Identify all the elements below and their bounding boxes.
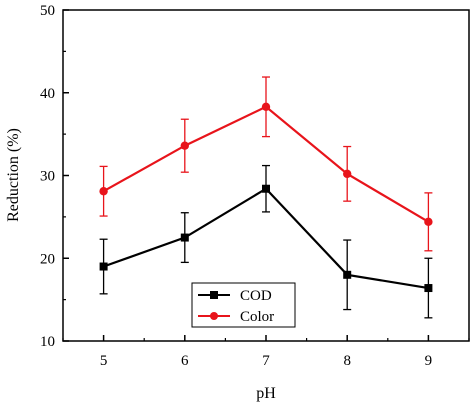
y-tick-label: 50 [40, 3, 55, 19]
x-axis-title: pH [256, 385, 276, 402]
data-point [343, 270, 352, 279]
data-point [343, 169, 352, 179]
data-point [180, 233, 189, 242]
data-point [99, 187, 108, 196]
legend-label-cod: COD [240, 288, 272, 304]
y-tick-label: 10 [40, 334, 55, 350]
legend: COD Color [191, 282, 296, 328]
y-axis-title: Reduction (%) [5, 128, 22, 222]
legend-marker-color [210, 312, 218, 320]
data-point [99, 262, 108, 271]
x-tick-label: 6 [181, 353, 189, 369]
x-tick-label: 5 [100, 353, 108, 369]
axis-ticks [62, 9, 470, 342]
legend-label-color: Color [240, 309, 274, 325]
x-tick-label: 7 [262, 353, 270, 369]
data-point [424, 284, 433, 293]
y-tick-label: 40 [40, 86, 55, 102]
y-tick-label: 30 [40, 169, 55, 185]
series-cod [99, 164, 433, 319]
series-layer [99, 76, 433, 319]
tick-labels: 10 20 30 40 50 5 6 7 8 9 [40, 3, 432, 369]
series-color [99, 76, 433, 252]
data-point [261, 102, 271, 112]
y-tick-label: 20 [40, 251, 55, 267]
legend-box [191, 282, 296, 328]
data-point [424, 217, 433, 227]
x-tick-label: 8 [343, 353, 351, 369]
legend-marker-cod [210, 291, 218, 299]
x-tick-label: 9 [425, 353, 433, 369]
data-point [180, 141, 189, 150]
data-point [262, 184, 270, 193]
